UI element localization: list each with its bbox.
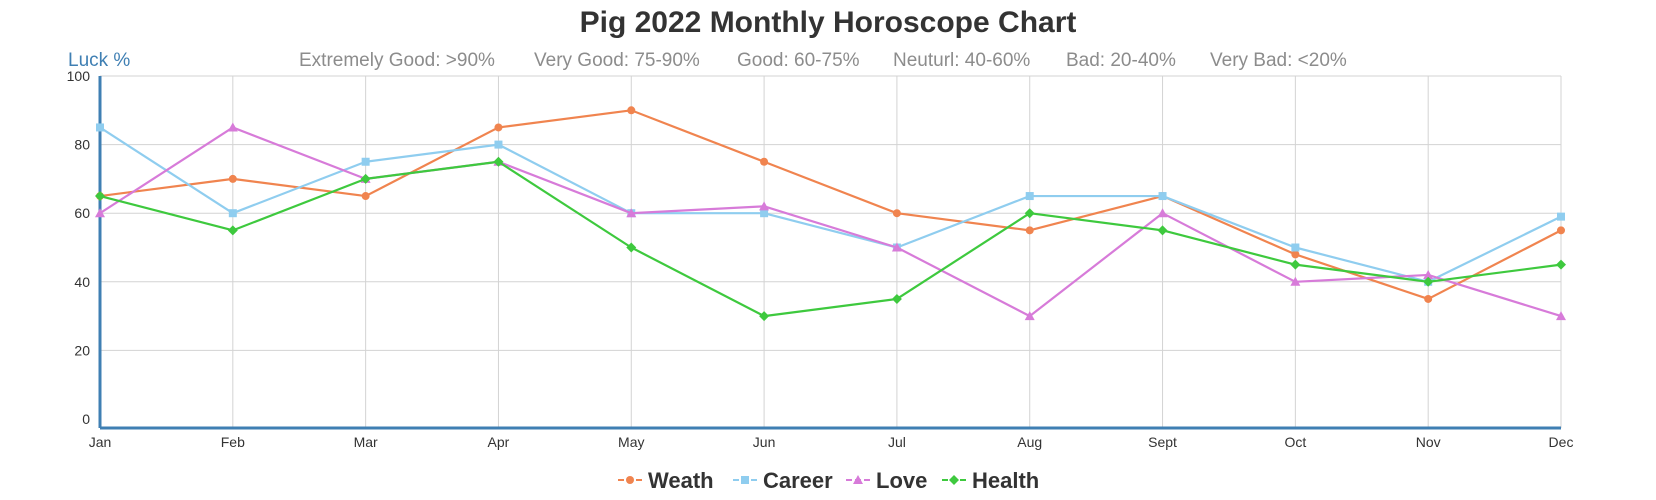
series-line-career [99, 126, 1562, 283]
y-tick-label: 80 [74, 137, 90, 153]
data-point-health [227, 225, 238, 236]
data-point-love [626, 208, 637, 218]
x-tick-label: Dec [1549, 434, 1574, 450]
band-label: Bad: 20-40% [1066, 50, 1176, 71]
x-tick-label: Jul [888, 434, 906, 450]
x-tick-label: Mar [354, 434, 378, 450]
legend-label: Love [876, 468, 927, 493]
chart-title: Pig 2022 Monthly Horoscope Chart [580, 6, 1077, 39]
data-point-career [1158, 192, 1167, 201]
data-point-career [494, 140, 503, 149]
x-tick-label: Feb [221, 434, 245, 450]
legend-marker [626, 476, 634, 484]
legend-item-weath[interactable]: Weath [618, 468, 714, 493]
axes [98, 76, 1561, 430]
y-tick-label: 60 [74, 205, 90, 221]
x-tick-label: Nov [1416, 434, 1441, 450]
x-tick-label: Jun [753, 434, 776, 450]
x-tick-label: Aug [1017, 434, 1042, 450]
band-label: Good: 60-75% [737, 50, 860, 71]
data-point-health [891, 293, 902, 304]
legend-label: Career [763, 468, 833, 493]
legend-marker [741, 476, 749, 484]
data-point-love [1556, 311, 1566, 321]
data-point-weath [627, 106, 636, 115]
x-tick-label: Sept [1148, 434, 1177, 450]
data-point-health [759, 311, 770, 322]
data-point-love [1024, 311, 1035, 321]
series-legend[interactable]: Weath Career Love Health [618, 468, 1039, 493]
data-point-love [1423, 269, 1434, 279]
data-point-weath [760, 157, 769, 166]
data-point-career [361, 157, 370, 166]
data-point-love [227, 122, 238, 132]
band-label: Very Good: 75-90% [534, 50, 700, 71]
y-tick-label: 0 [82, 411, 90, 427]
x-tick-label: Apr [488, 434, 510, 450]
x-tick-label: May [618, 434, 644, 450]
data-point-love [759, 201, 770, 211]
data-point-career [1557, 212, 1565, 221]
band-label: Very Bad: <20% [1210, 50, 1347, 71]
data-point-weath [1424, 294, 1433, 303]
y-axis-label: Luck % [68, 50, 130, 71]
grid-lines [99, 75, 1562, 428]
data-point-weath [1025, 226, 1034, 235]
data-point-health [1157, 225, 1168, 236]
y-tick-label: 40 [74, 274, 90, 290]
series-line-love [99, 126, 1562, 318]
data-point-health [1290, 259, 1301, 270]
series-line-health [99, 160, 1562, 318]
series-line-weath [99, 109, 1562, 301]
band-label: Neuturl: 40-60% [893, 50, 1030, 71]
data-point-health [1556, 259, 1566, 270]
legend-item-career[interactable]: Career [733, 468, 833, 493]
legend-item-health[interactable]: Health [942, 468, 1039, 493]
x-tick-labels: Jan Feb Mar Apr May Jun Jul Aug Sept Oct Nov Dec [89, 434, 1574, 450]
legend-label: Weath [648, 468, 714, 493]
data-point-weath [1557, 226, 1565, 235]
data-point-career [1025, 192, 1034, 201]
data-point-health [493, 156, 504, 167]
legend-item-love[interactable]: Love [846, 468, 927, 493]
series-lines [95, 106, 1566, 322]
data-point-weath [228, 174, 237, 183]
y-tick-label: 20 [74, 342, 90, 358]
series-career [96, 123, 1565, 286]
x-tick-label: Oct [1284, 434, 1306, 450]
data-point-health [1024, 208, 1035, 219]
band-label: Extremely Good: >90% [299, 50, 495, 71]
data-point-health [626, 242, 637, 253]
x-tick-label: Jan [89, 434, 112, 450]
data-point-love [95, 208, 105, 218]
data-point-health [1423, 276, 1434, 287]
data-point-love [1157, 208, 1168, 218]
data-point-love [1290, 276, 1301, 286]
y-tick-label: 100 [67, 68, 91, 84]
data-point-career [96, 123, 104, 132]
series-love [95, 122, 1566, 321]
data-point-career [228, 209, 237, 218]
data-point-weath [361, 192, 370, 201]
data-point-weath [892, 209, 901, 218]
luck-band-legend: Extremely Good: >90% Very Good: 75-90% Goo… [299, 50, 1347, 71]
data-point-career [760, 209, 769, 218]
data-point-love [891, 242, 902, 252]
data-point-health [95, 191, 105, 202]
y-tick-labels: 0 20 40 60 80 100 [67, 68, 91, 427]
legend-marker [949, 475, 959, 485]
data-point-career [1291, 243, 1300, 252]
series-weath [96, 106, 1565, 303]
series-health [95, 156, 1566, 322]
legend-label: Health [972, 468, 1039, 493]
data-point-weath [494, 123, 503, 132]
data-point-health [360, 173, 371, 184]
data-point-weath [1291, 250, 1300, 259]
legend-marker [853, 475, 863, 484]
